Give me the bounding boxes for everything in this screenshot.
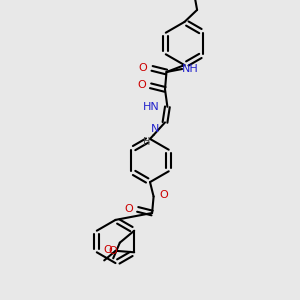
Text: N: N	[151, 124, 160, 134]
Text: HN: HN	[143, 102, 160, 112]
Text: O: O	[104, 245, 112, 255]
Text: O: O	[159, 190, 168, 200]
Text: O: O	[124, 204, 133, 214]
Text: NH: NH	[182, 64, 199, 74]
Text: O: O	[139, 63, 148, 73]
Text: O: O	[109, 246, 117, 256]
Text: H: H	[142, 136, 150, 146]
Text: O: O	[137, 80, 146, 90]
